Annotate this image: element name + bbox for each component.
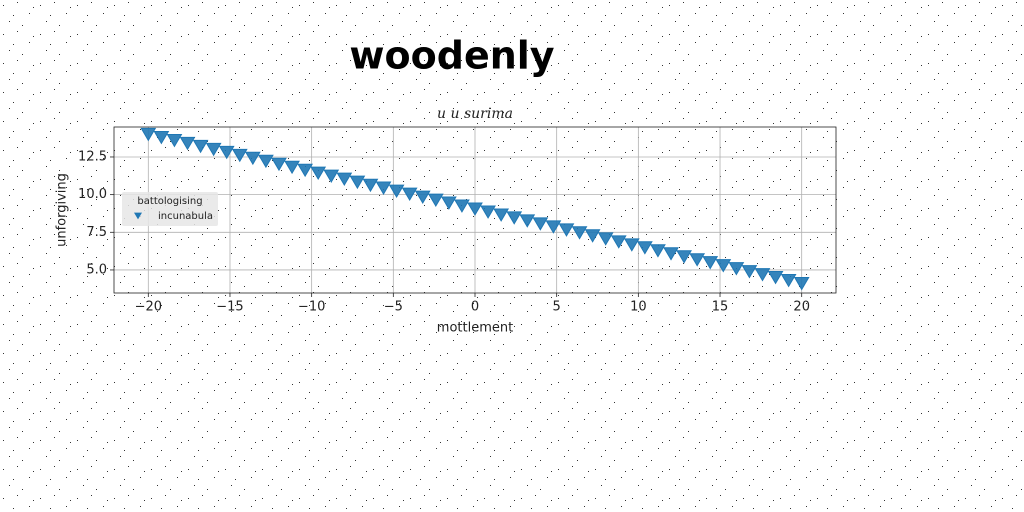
scatter-point <box>140 127 157 142</box>
scatter-point <box>284 160 300 175</box>
scatter-point <box>741 265 758 279</box>
scatter-point <box>767 271 784 285</box>
legend-marker <box>134 212 142 220</box>
scatter-point <box>166 133 183 148</box>
scatter-point <box>728 262 745 276</box>
x-tick-label: 10 <box>630 300 647 315</box>
scatter-point <box>754 268 771 282</box>
scatter-point <box>362 178 379 193</box>
chart-subtitle: u u surima <box>437 106 513 122</box>
scatter-point <box>571 226 588 240</box>
legend-box <box>122 192 218 226</box>
x-tick-label: 15 <box>712 300 729 315</box>
x-tick-label: 0 <box>471 300 479 315</box>
scatter-point <box>519 214 536 228</box>
scatter-point <box>650 244 666 258</box>
plot-frame <box>113 126 837 294</box>
scatter-point <box>480 205 496 219</box>
scatter-point <box>349 175 366 190</box>
legend: battologising incunabula <box>122 192 218 226</box>
scatter-point <box>244 151 261 166</box>
legend-title: battologising <box>137 196 202 207</box>
scatter-point <box>558 223 575 237</box>
y-tick-label: 5.0 <box>86 262 107 277</box>
scatter-point <box>414 190 431 204</box>
scatter-point <box>153 130 170 145</box>
scatter-point <box>271 157 287 172</box>
x-tick-label: −10 <box>298 300 325 315</box>
scatter-point <box>676 250 692 264</box>
scatter-point <box>702 256 719 270</box>
scatter-point <box>793 277 810 291</box>
scatter-point <box>336 172 353 187</box>
scatter-point <box>179 136 196 151</box>
scatter-point <box>454 199 470 213</box>
scatter-point <box>440 196 457 210</box>
scatter-point <box>532 217 549 231</box>
chart-title: woodenly <box>349 34 554 78</box>
scatter-point <box>192 139 209 154</box>
scatter-point <box>637 241 653 255</box>
x-tick-label: −20 <box>135 300 162 315</box>
scatter-point <box>427 193 444 207</box>
scatter-point <box>597 232 614 246</box>
scatter-point <box>663 247 679 261</box>
scatter-point <box>506 211 523 225</box>
scatter-point <box>375 181 392 195</box>
scatter-point <box>388 184 405 198</box>
scatter-point <box>467 202 483 216</box>
scatter-point <box>623 238 640 252</box>
y-axis-label: unforgiving <box>55 173 70 247</box>
scatter-point <box>258 154 274 169</box>
scatter-point <box>780 274 797 288</box>
scatter-point <box>205 142 222 157</box>
scatter-point <box>218 145 235 160</box>
x-tick-label: 20 <box>793 300 810 315</box>
x-tick-label: −15 <box>216 300 243 315</box>
legend-label: incunabula <box>158 211 213 222</box>
x-tick-label: 5 <box>553 300 561 315</box>
scatter-point <box>610 235 627 249</box>
scatter-point <box>493 208 510 222</box>
x-axis-label: mottlement <box>437 321 513 336</box>
scatter-point <box>584 229 601 243</box>
scatter-point <box>323 169 340 184</box>
scatter-point <box>310 166 327 181</box>
x-tick-label: −5 <box>384 300 403 315</box>
scatter-point <box>401 187 418 201</box>
scatter-point <box>545 220 562 234</box>
y-tick-label: 12.5 <box>78 149 107 164</box>
y-tick-label: 10.0 <box>78 187 107 202</box>
scatter-point <box>297 163 313 178</box>
y-tick-label: 7.5 <box>86 225 107 240</box>
scatter-point <box>715 259 732 273</box>
scatter-point <box>689 253 706 267</box>
scatter-point <box>231 148 248 163</box>
